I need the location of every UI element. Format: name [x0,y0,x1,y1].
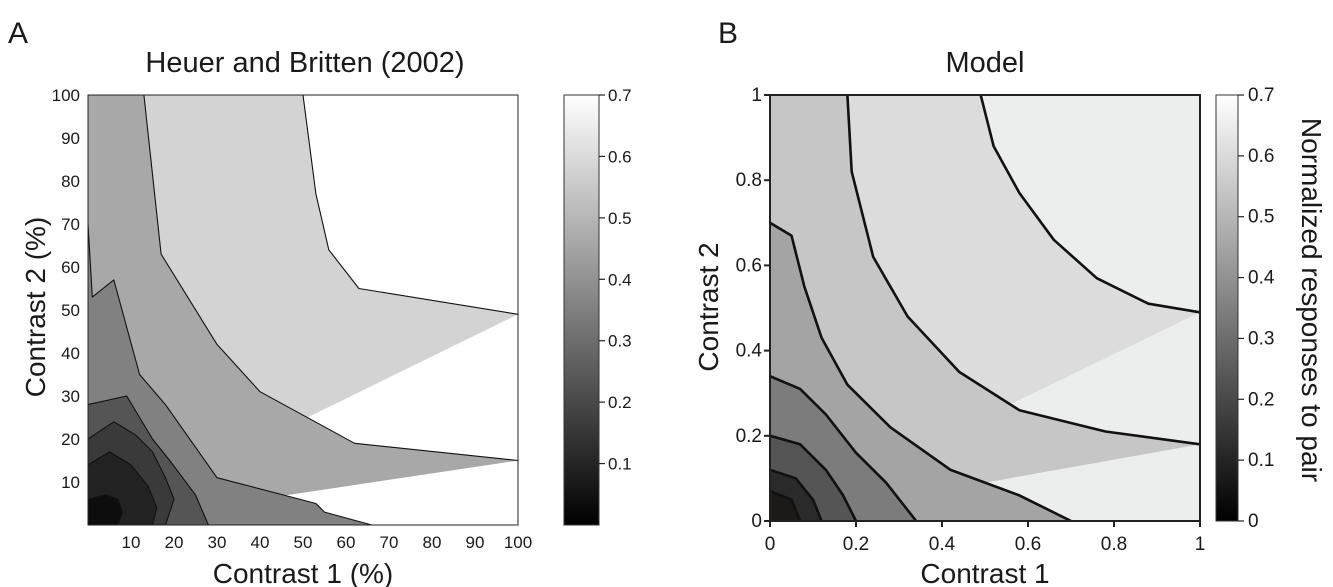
panel-a-x-tick-label: 90 [466,533,485,552]
panel-b-y-ticks: 0 0.2 0.4 0.6 0.8 1 [736,85,770,532]
panel-a-x-tick-label: 10 [122,533,141,552]
panel-b-band-6 [770,491,801,521]
panel-a-colorbar-tick-label: 0.3 [608,332,632,351]
panel-b-contour-line-1 [846,95,1200,446]
panel-b-letter: B [718,17,738,50]
panel-a-y-tick-label: 60 [61,258,80,277]
panel-a-x-tick-label: 20 [165,533,184,552]
panel-b-colorbar-tick-label: 0.7 [1248,85,1274,106]
panel-b-x-tick-label: 0.6 [1015,534,1041,555]
panel-b-x-label: Contrast 1 [920,558,1049,587]
panel-b-colorbar: 0 0.1 0.2 0.3 0.4 0.5 0.6 0.7 [1215,85,1275,532]
panel-b-x-tick-label: 0 [765,534,776,555]
panel-b-colorbar-tick-label: 0.6 [1248,146,1274,167]
panel-a-contour-line-6 [88,494,123,525]
panel-b-contour-line-4 [770,434,858,521]
panel-a-x-tick-label: 100 [504,533,532,552]
panel-a-x-tick-label: 70 [380,533,399,552]
panel-b-y-tick-label: 0.6 [736,255,762,276]
panel-b-colorbar-tick-label: 0.4 [1248,268,1275,289]
panel-b-colorbar-tick-label: 0.1 [1248,450,1274,471]
panel-b-plot-frame [769,94,1201,522]
panel-a-band-6 [88,494,123,525]
panel-a-y-tick-label: 70 [61,215,80,234]
panel-b-y-tick-label: 0.2 [736,426,762,447]
panel-a-y-tick-label: 80 [61,172,80,191]
panel-a-y-tick-label: 10 [61,473,80,492]
panel-a-y-label: Contrast 2 (%) [20,217,51,398]
panel-a-contour-line-4 [88,421,175,525]
panel-b-contour-line-3 [770,375,918,521]
panel-a-x-tick-label: 50 [294,533,313,552]
panel-a-contour-line-3 [88,395,209,525]
panel-a-colorbar-tick-label: 0.2 [608,393,632,412]
panel-a-y-ticks: 10 20 30 40 50 60 70 80 90 100 [52,86,80,492]
panel-a-colorbar-gradient [563,94,600,526]
panel-a-x-tick-label: 60 [337,533,356,552]
panel-b-colorbar-tick-label: 0.2 [1248,389,1274,410]
panel-b-y-label: Contrast 2 [693,242,724,371]
panel-a-y-tick-label: 100 [52,86,80,105]
panel-a-x-tick-label: 40 [251,533,270,552]
panel-b-contour-line-6 [770,489,802,521]
panel-a-colorbar-tick-label: 0.7 [608,86,632,105]
panel-b-colorbar-tick-label: 0.5 [1248,207,1274,228]
panel-b-colorbar-label: Normalized responses to pair [1296,118,1327,482]
panel-a-colorbar-tick-label: 0.1 [608,455,632,474]
panel-a-y-tick-label: 90 [61,129,80,148]
panel-a-x-ticks: 10 20 30 40 50 60 70 80 90 100 [122,533,533,552]
panel-a-y-tick-label: 30 [61,387,80,406]
panel-b-plot-area [769,94,1201,522]
panel-b-colorbar-gradient [1215,94,1239,522]
panel-a-x-tick-label: 80 [423,533,442,552]
panel-a-contour-line-0 [302,95,518,315]
panel-b-x-tick-label: 0.4 [929,534,956,555]
panel-a-colorbar-tick-label: 0.4 [608,270,632,289]
panel-a-y-tick-label: 40 [61,344,80,363]
panel-b-x-tick-label: 1 [1195,534,1206,555]
panel-b-x-ticks: 0 0.2 0.4 0.6 0.8 1 [765,521,1206,555]
panel-b-contour-line-5 [770,468,823,521]
panel-a-colorbar-tick-label: 0.6 [608,147,632,166]
panel-b-y-tick-label: 0.4 [736,341,763,362]
panel-a-plot-area [87,94,519,526]
panel-b-x-tick-label: 0.8 [1101,534,1127,555]
panel-a-y-tick-label: 20 [61,430,80,449]
panel-b-y-tick-label: 0.8 [736,170,762,191]
panel-a-band-1 [88,95,518,525]
panel-a-y-tick-label: 50 [61,301,80,320]
panel-b-y-tick-label: 0 [751,511,762,532]
panel-b-x-tick-label: 0.2 [843,534,869,555]
panel-a-contour-line-2 [88,223,372,525]
panel-a-x-tick-label: 30 [208,533,227,552]
panel-a-contour-line-1 [143,95,518,462]
panel-a-title: Heuer and Britten (2002) [145,47,464,79]
panel-a: A Heuer and Britten (2002) 0.10.20.30.40… [8,17,632,587]
panel-a-contour-line-5 [88,451,158,525]
panel-a-colorbar: 0.1 0.2 0.3 0.4 0.5 0.6 0.7 [563,86,632,526]
panel-a-letter: A [8,17,28,50]
panel-b-y-tick-label: 1 [751,85,762,106]
panel-b-title: Model [946,47,1025,79]
panel-a-colorbar-tick-label: 0.5 [608,209,632,228]
panel-b-contour-line-0 [979,95,1200,314]
panel-b-contour-line-2 [770,221,1072,521]
panel-b: B Model 0 0.1 0.2 0.3 0.4 0.5 0.6 0.7 0 0.2 0.4 0.… [693,17,1327,587]
panel-a-plot-frame [87,94,519,526]
panel-a-x-label: Contrast 1 (%) [213,558,394,587]
panel-b-colorbar-tick-label: 0 [1248,511,1259,532]
panel-b-colorbar-tick-label: 0.3 [1248,328,1274,349]
